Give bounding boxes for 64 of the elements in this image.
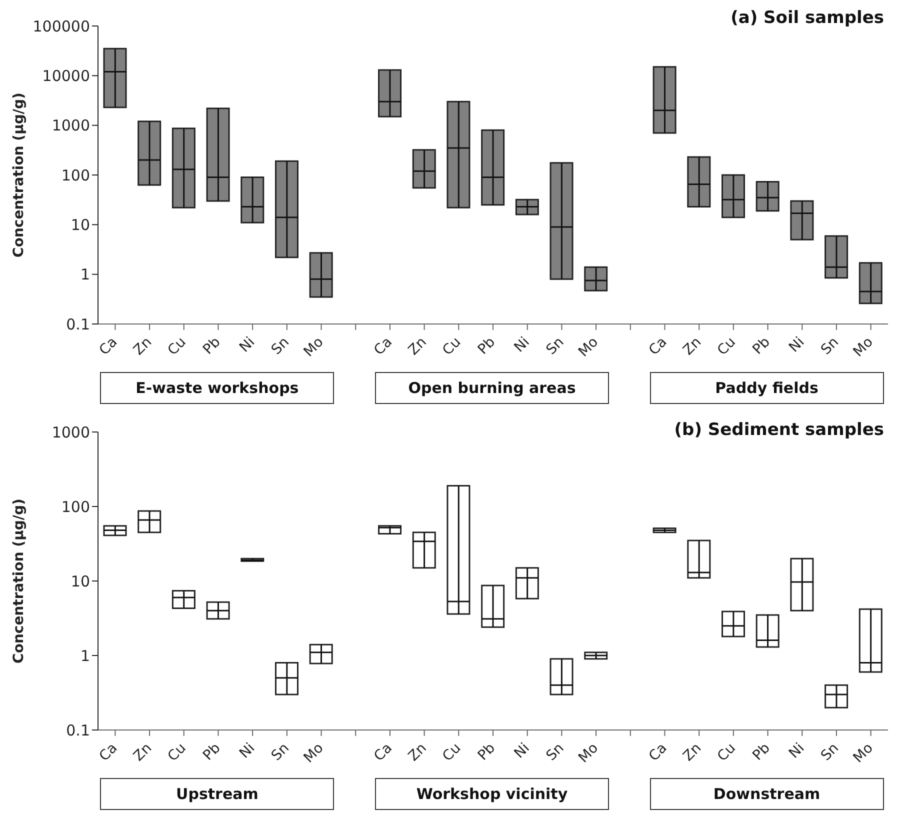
x-tick-label: Zn	[405, 740, 430, 765]
x-tick-label: Ca	[646, 740, 670, 765]
chart-title: (a) Soil samples	[730, 8, 884, 28]
x-tick-label: Ca	[371, 740, 396, 765]
label-frame: Downstream	[650, 778, 884, 810]
x-tick-label: Mo	[576, 334, 602, 360]
x-tick-label: Cu	[164, 334, 190, 359]
x-tick-label: Zn	[680, 334, 705, 359]
y-tick-label: 1	[80, 266, 90, 284]
x-tick-label: Zn	[130, 334, 156, 359]
x-tick-label: Cu	[440, 334, 464, 359]
x-tick-label: Cu	[714, 740, 739, 765]
x-tick-label: Mo	[300, 334, 327, 360]
label-frame: Open burning areas	[374, 372, 610, 404]
x-tick-label: Sn	[543, 740, 568, 764]
y-tick-label: 1000	[52, 116, 90, 135]
x-tick-label: Mo	[576, 740, 602, 766]
x-tick-label: Zn	[680, 740, 705, 765]
x-tick-label: Ni	[786, 740, 808, 762]
x-tick-label: Ni	[236, 740, 258, 762]
x-tick-label: Sn	[818, 334, 842, 358]
y-tick-label: 10	[70, 216, 90, 234]
x-tick-label: Mo	[850, 334, 876, 360]
x-tick-label: Pb	[200, 740, 224, 764]
x-tick-label: Sn	[818, 740, 842, 764]
x-tick-label: Pb	[750, 334, 774, 358]
y-tick-label: 10	[70, 572, 90, 590]
x-tick-label: Sn	[268, 740, 292, 764]
x-tick-label: Pb	[750, 740, 774, 764]
y-axis-title: Concentration (µg/g)	[10, 92, 27, 258]
y-tick-label: 1	[80, 646, 90, 665]
label-frame: E-waste workshops	[100, 372, 334, 404]
y-tick-label: 0.1	[66, 315, 90, 334]
x-tick-label: Zn	[405, 334, 430, 359]
label-frame: Upstream	[100, 778, 334, 810]
y-tick-label: 10000	[42, 66, 90, 85]
x-tick-label: Sn	[543, 334, 568, 358]
y-tick-label: 0.1	[66, 721, 90, 740]
x-tick-label: Ni	[786, 334, 808, 356]
x-tick-label: Ni	[511, 740, 533, 762]
y-tick-label: 100000	[32, 17, 90, 36]
label-frame: Workshop vicinity	[374, 778, 610, 810]
y-tick-label: 100	[61, 166, 90, 184]
x-tick-label: Ca	[371, 334, 396, 359]
x-tick-label: Cu	[440, 740, 464, 765]
label-frame: Paddy fields	[650, 372, 884, 404]
chart-title: (b) Sediment samples	[674, 420, 884, 440]
x-tick-label: Ca	[96, 334, 121, 359]
y-axis-title: Concentration (µg/g)	[10, 498, 27, 664]
x-tick-label: Cu	[164, 740, 190, 765]
x-tick-label: Zn	[130, 740, 156, 765]
x-tick-label: Pb	[474, 334, 499, 358]
x-tick-label: Ca	[96, 740, 121, 765]
x-tick-label: Ca	[646, 334, 670, 359]
x-tick-label: Mo	[300, 740, 327, 766]
x-tick-label: Sn	[268, 334, 292, 358]
y-tick-label: 1000	[52, 423, 90, 442]
x-tick-label: Ni	[236, 334, 258, 356]
x-tick-label: Ni	[511, 334, 533, 356]
x-tick-label: Mo	[850, 740, 876, 766]
y-tick-label: 100	[61, 498, 90, 516]
x-tick-label: Cu	[714, 334, 739, 359]
x-tick-label: Pb	[200, 334, 224, 358]
x-tick-label: Pb	[474, 740, 499, 764]
